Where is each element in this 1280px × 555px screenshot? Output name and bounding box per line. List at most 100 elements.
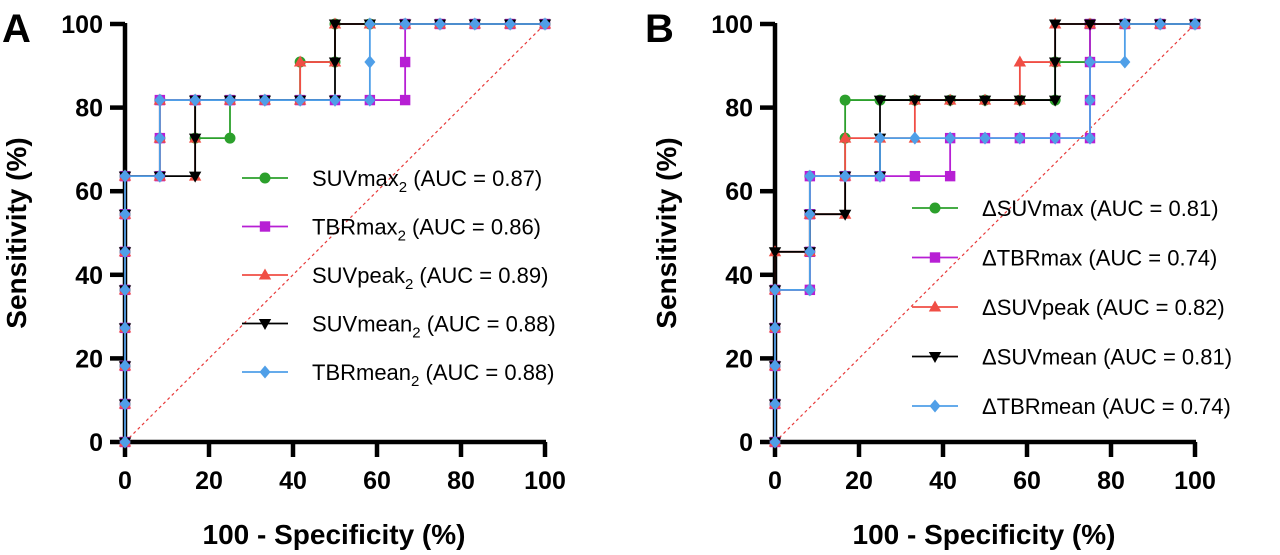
panel-b-data-point <box>1013 55 1027 67</box>
panel-a-data-point <box>399 94 411 106</box>
panel-b-legend-item-tbrmax: ΔTBRmax (AUC = 0.74) <box>912 246 1217 271</box>
panel-a-x-tick-label: 100 <box>524 467 566 495</box>
panel-b-legend-label: ΔSUVmean (AUC = 0.81) <box>982 345 1232 370</box>
panel-a-label: A <box>2 7 31 51</box>
panel-a-legend-item-tbrmean: TBRmean2 (AUC = 0.88) <box>242 360 555 390</box>
panel-b-data-point <box>978 95 992 107</box>
panel-a-legend-marker <box>259 221 271 232</box>
panel-b-x-axis-label: 100 - Specificity (%) <box>853 519 1116 550</box>
panel-a-legend-marker <box>258 268 272 280</box>
panel-b-data-point <box>943 95 957 107</box>
panel-b-label: B <box>645 7 674 51</box>
panel-b-data-point <box>838 209 852 221</box>
panel-b-data-point <box>1084 131 1096 145</box>
panel-a-legend-marker <box>259 365 271 379</box>
panel-b-data-point <box>769 283 781 297</box>
panel-b-data-point <box>1189 17 1201 31</box>
panel-a-data-point <box>188 133 202 145</box>
panel-b-data-point <box>839 169 851 183</box>
panel-a-y-tick-label: 40 <box>75 262 103 290</box>
panel-a-x-tick-label: 0 <box>118 467 132 495</box>
panel-b-x-tick-label: 60 <box>1013 467 1041 495</box>
panel-b-data-point <box>1048 19 1062 31</box>
panel-b-data-point <box>804 283 816 297</box>
panel-b-legend-item-suvpeak: ΔSUVpeak (AUC = 0.82) <box>912 295 1225 320</box>
panel-b-data-point <box>1084 55 1096 69</box>
panel-a-series-tbrmean <box>119 17 551 449</box>
panel-b-data-point <box>1154 17 1166 31</box>
panel-a-legend-item-suvpeak: SUVpeak2 (AUC = 0.89) <box>242 263 548 293</box>
panel-b-data-point <box>909 131 921 145</box>
panel-b-data-point <box>1049 131 1061 145</box>
panel-b-data-point <box>804 207 816 221</box>
panel-a-data-point <box>119 169 131 183</box>
panel-a-data-point <box>399 56 411 68</box>
panel-b-data-point <box>944 131 956 145</box>
panel-b-data-point <box>908 95 922 107</box>
panel-a-y-axis-label: Sensitivity (%) <box>1 137 32 328</box>
panel-b-legend-item-suvmean: ΔSUVmean (AUC = 0.81) <box>912 345 1232 370</box>
panel-b-y-tick-label: 20 <box>725 345 753 373</box>
panel-b-legend-item-tbrmean: ΔTBRmean (AUC = 0.74) <box>912 394 1231 419</box>
panel-b-x-tick-label: 80 <box>1097 467 1125 495</box>
panel-b-data-point <box>874 169 886 183</box>
panel-b-series-suvmean <box>768 19 1202 449</box>
panel-a-x-axis-label: 100 - Specificity (%) <box>203 519 466 550</box>
panel-b-data-point <box>944 170 956 182</box>
panel-b-data-point <box>769 359 781 373</box>
panel-b-data-point <box>804 169 816 183</box>
panel-b-data-point <box>979 131 991 145</box>
panel-b-data-point <box>873 95 887 107</box>
panel-b-legend-marker <box>929 252 941 263</box>
panel-a-data-point <box>188 171 202 183</box>
panel-a-data-point <box>504 17 516 31</box>
panel-a-data-point <box>119 359 131 373</box>
panel-b-data-point <box>769 321 781 335</box>
panel-b-legend-marker <box>928 300 942 312</box>
panel-a-data-point <box>364 17 376 31</box>
panel-b-legend-item-suvmax: ΔSUVmax (AUC = 0.81) <box>912 196 1219 221</box>
panel-a-legend-label: SUVmean2 (AUC = 0.88) <box>312 312 556 342</box>
panel-a-data-point <box>469 17 481 31</box>
panel-a-y-tick-label: 80 <box>75 95 103 123</box>
panel-a: A Sensitivity (%) 100 - Specificity (%) … <box>1 7 566 550</box>
panel-a-data-point <box>224 93 236 107</box>
panel-a-data-point <box>364 55 376 69</box>
panel-a-data-point <box>119 245 131 259</box>
panel-a-data-point <box>328 57 342 69</box>
panel-a-legend-item-suvmax: SUVmax2 (AUC = 0.87) <box>242 166 542 196</box>
panel-a-data-point <box>154 169 166 183</box>
panel-a-data-point <box>154 131 166 145</box>
panel-b-data-point <box>1013 95 1027 107</box>
panel-a-x-tick-label: 60 <box>363 467 391 495</box>
panel-a-data-point <box>328 19 342 31</box>
panel-b-x-tick-label: 40 <box>929 467 957 495</box>
panel-a-data-point <box>399 17 411 31</box>
panel-b: B Sensitivity (%) 100 - Specificity (%) … <box>645 7 1232 550</box>
panel-a-legend-item-tbrmax: TBRmax2 (AUC = 0.86) <box>242 215 541 245</box>
panel-a-data-point <box>119 321 131 335</box>
panel-a-y-tick-label: 100 <box>61 11 103 39</box>
panel-b-data-point <box>1083 19 1097 31</box>
panel-b-x-tick-label: 0 <box>768 467 782 495</box>
panel-b-data-point <box>1084 93 1096 107</box>
panel-b-legend-label: ΔTBRmax (AUC = 0.74) <box>982 246 1217 271</box>
panel-a-data-point <box>189 93 201 107</box>
panel-b-y-tick-label: 80 <box>725 95 753 123</box>
panel-b-y-tick-label: 40 <box>725 262 753 290</box>
panel-b-data-point <box>838 131 852 143</box>
panel-a-data-point <box>539 17 551 31</box>
panel-b-legend-label: ΔSUVmax (AUC = 0.81) <box>982 196 1219 221</box>
panel-a-data-point <box>154 93 166 107</box>
panel-b-data-point <box>768 247 782 259</box>
panel-b-data-point <box>804 245 816 259</box>
panel-b-legend-marker <box>929 399 941 413</box>
panel-b-legend-marker <box>928 352 942 363</box>
panel-a-y-tick-label: 20 <box>75 345 103 373</box>
panel-a-legend-label: SUVpeak2 (AUC = 0.89) <box>312 263 548 293</box>
panel-a-legend-marker <box>258 319 272 330</box>
panel-b-y-axis-label: Sensitivity (%) <box>651 137 682 328</box>
panel-a-legend-item-suvmean: SUVmean2 (AUC = 0.88) <box>242 312 556 342</box>
panel-a-y-tick-label: 0 <box>89 429 103 457</box>
